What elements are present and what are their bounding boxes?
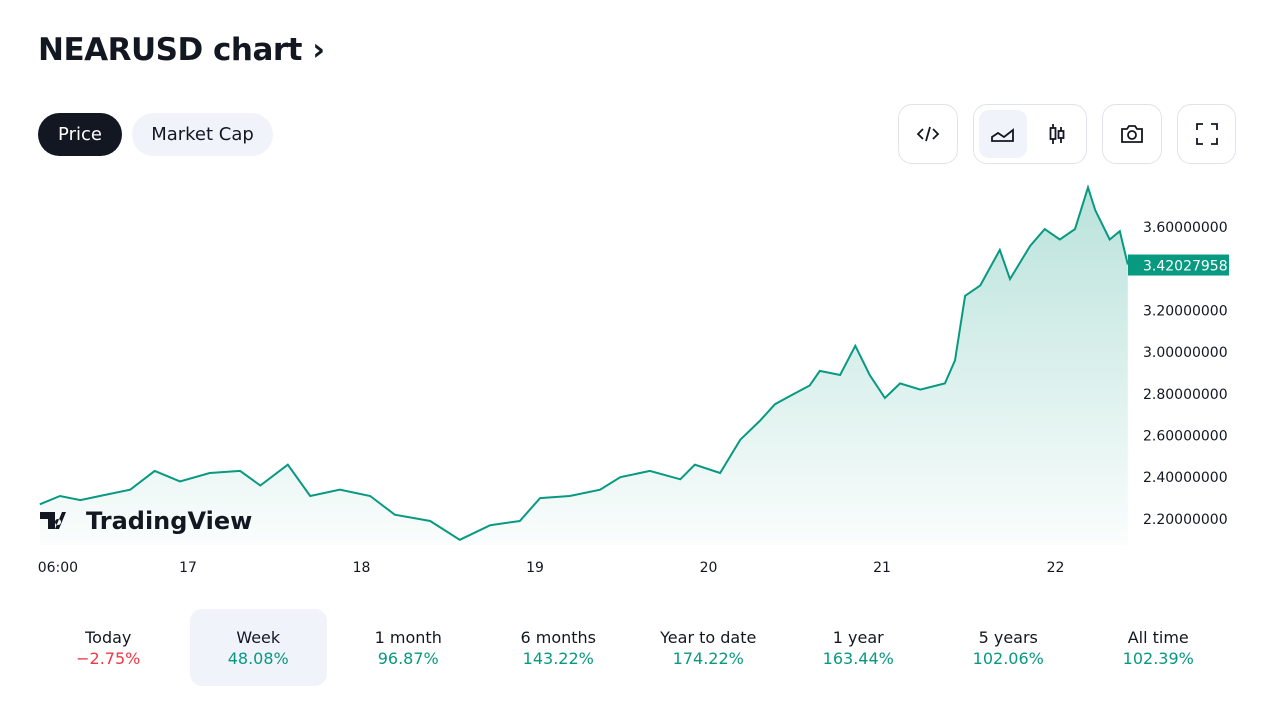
- period-label: 1 year: [832, 627, 884, 647]
- period-change: 96.87%: [377, 648, 439, 668]
- period-label: All time: [1127, 627, 1189, 647]
- x-tick-label: 21: [873, 560, 891, 576]
- fullscreen-icon: [1195, 123, 1218, 145]
- embed-code-icon: [916, 126, 940, 142]
- tradingview-logo-text: TradingView: [86, 507, 252, 535]
- candlestick-icon: [1049, 124, 1065, 144]
- y-tick-label: 3.20000000: [1143, 303, 1228, 319]
- period-year-to-date[interactable]: Year to date 174.22%: [640, 609, 777, 686]
- price-line: [39, 184, 1129, 541]
- period-label: 6 months: [520, 627, 597, 647]
- x-tick-label: 06:00: [38, 560, 78, 576]
- period-label: Today: [85, 627, 132, 647]
- last-price-badge: [1128, 254, 1229, 276]
- x-tick-label: 18: [353, 560, 371, 576]
- y-tick-label: 2.80000000: [1143, 387, 1228, 403]
- period-1-month[interactable]: 1 month 96.87%: [340, 609, 477, 686]
- y-tick-label: 2.20000000: [1143, 512, 1228, 528]
- period-change: 143.22%: [522, 648, 594, 668]
- embed-button[interactable]: [898, 104, 958, 164]
- period-change: 163.44%: [822, 648, 894, 668]
- y-tick-label: 2.60000000: [1143, 429, 1228, 445]
- price-chart[interactable]: 2.20000000 2.40000000 2.60000000 2.80000000…: [0, 170, 1280, 590]
- period-change: 102.39%: [1122, 648, 1194, 668]
- y-tick-label: 3.60000000: [1143, 220, 1228, 236]
- period-5-years[interactable]: 5 years 102.06%: [940, 609, 1077, 686]
- page-title[interactable]: NEARUSD chart ›: [38, 32, 325, 68]
- period-selector: Today −2.75% Week 48.08% 1 month 96.87% 6 mont…: [40, 609, 1240, 686]
- period-change: 48.08%: [227, 648, 289, 668]
- x-tick-label: 20: [700, 560, 718, 576]
- period-week[interactable]: Week 48.08%: [190, 609, 327, 686]
- area-chart-button[interactable]: [979, 110, 1027, 158]
- period-change: −2.75%: [76, 648, 141, 668]
- camera-icon: [1121, 125, 1143, 143]
- title-text: NEARUSD chart: [38, 32, 302, 68]
- period-today[interactable]: Today −2.75%: [40, 609, 177, 686]
- tab-market-cap[interactable]: Market Cap: [132, 113, 273, 156]
- period-label: 1 month: [374, 627, 442, 647]
- chevron-right-icon: ›: [312, 32, 325, 68]
- tradingview-logo-icon: [40, 512, 66, 529]
- fullscreen-button[interactable]: [1177, 104, 1236, 164]
- area-fill: [39, 187, 1128, 545]
- area-chart-icon: [991, 128, 1014, 142]
- tab-price[interactable]: Price: [38, 113, 122, 156]
- period-label: 5 years: [978, 627, 1038, 647]
- tradingview-logo[interactable]: TradingView: [40, 507, 252, 535]
- last-price-label: 3.42027958: [1143, 259, 1228, 275]
- period-change: 174.22%: [672, 648, 744, 668]
- x-tick-label: 22: [1047, 560, 1065, 576]
- screenshot-button[interactable]: [1102, 104, 1162, 164]
- period-all-time[interactable]: All time 102.39%: [1090, 609, 1227, 686]
- x-tick-label: 19: [526, 560, 544, 576]
- y-tick-label: 2.40000000: [1143, 470, 1228, 486]
- period-label: Week: [236, 627, 281, 647]
- candlestick-button[interactable]: [1033, 110, 1081, 158]
- period-label: Year to date: [660, 627, 757, 647]
- chart-type-toggle: [973, 104, 1087, 164]
- period-1-year[interactable]: 1 year 163.44%: [790, 609, 927, 686]
- period-change: 102.06%: [972, 648, 1044, 668]
- period-6-months[interactable]: 6 months 143.22%: [490, 609, 627, 686]
- x-tick-label: 17: [179, 560, 197, 576]
- y-tick-label: 3.00000000: [1143, 345, 1228, 361]
